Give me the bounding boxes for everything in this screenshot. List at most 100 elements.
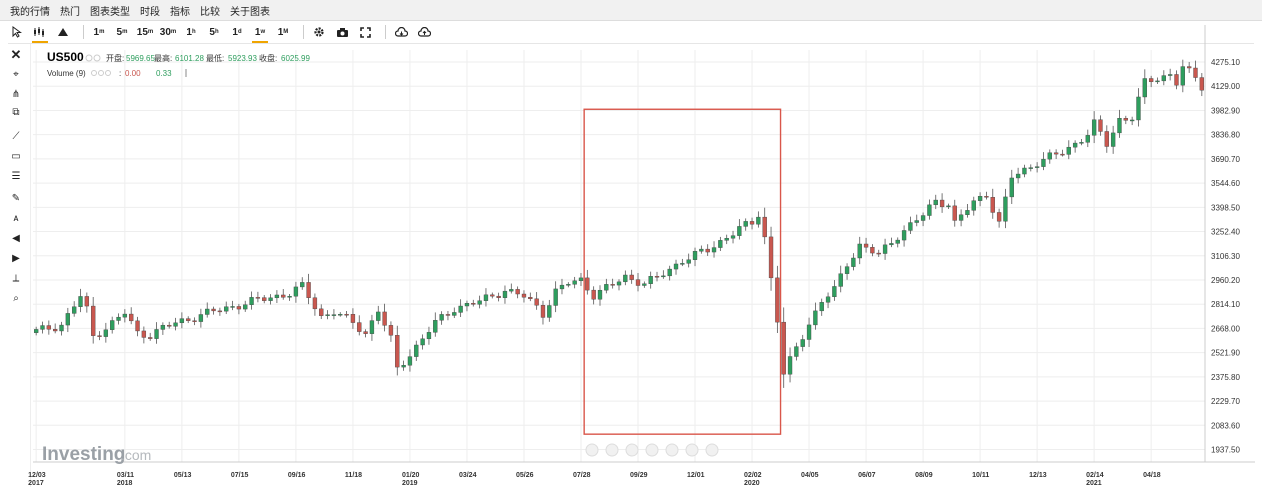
x-tick-year: 2020 — [744, 480, 760, 487]
candle-down — [984, 196, 989, 198]
zoom-icon[interactable]: ⌕ — [13, 293, 19, 304]
menu-about-chart[interactable]: 关于图表 — [230, 6, 270, 18]
area-type-icon[interactable] — [54, 23, 72, 41]
y-tick-label: 2375.80 — [1211, 373, 1240, 382]
candle-up — [958, 214, 964, 221]
candle-down — [1098, 119, 1103, 132]
menu-popular[interactable]: 热门 — [60, 6, 80, 18]
fullscreen-icon[interactable] — [356, 23, 374, 41]
candle-down — [876, 252, 881, 255]
x-tick-year: 2018 — [117, 480, 133, 487]
settings-gear-icon[interactable] — [310, 23, 328, 41]
y-tick-label: 4129.00 — [1211, 82, 1240, 91]
rectangle-tool-icon[interactable]: ▭ — [11, 151, 21, 162]
candle-up — [116, 316, 121, 321]
candle-up — [933, 199, 938, 206]
interval-30m[interactable]: 30 m — [159, 26, 177, 38]
volume-label: Volume (9) — [47, 69, 86, 78]
magnet-icon[interactable]: ⋔ — [11, 89, 21, 100]
candle-up — [800, 339, 805, 347]
candle-down — [135, 320, 140, 332]
candle-down — [1053, 152, 1059, 155]
candle-up — [920, 215, 926, 221]
candle-down — [775, 277, 780, 323]
volume-settings-icon — [98, 70, 104, 76]
candle-down — [91, 305, 96, 336]
candle-up — [572, 280, 577, 285]
candle-up — [1066, 146, 1071, 155]
candle-up — [743, 221, 748, 227]
trend-line-icon[interactable]: ⟋ — [12, 131, 20, 142]
candle-up — [1110, 132, 1116, 147]
y-tick-label: 3106.30 — [1211, 252, 1240, 261]
menu-timeframe[interactable]: 时段 — [140, 6, 160, 18]
measure-icon[interactable]: ⟂ — [12, 273, 20, 284]
candle-down — [350, 314, 356, 323]
candle-down — [705, 248, 710, 253]
candle-up — [325, 314, 330, 316]
text-tool-icon[interactable]: ᴀ — [13, 213, 19, 224]
camera-icon[interactable] — [333, 23, 351, 41]
candle-down — [97, 335, 102, 337]
candle-down — [167, 324, 172, 327]
candle-up — [977, 196, 983, 201]
arrow-right-icon[interactable]: ▶ — [12, 253, 20, 264]
candle-down — [749, 221, 755, 225]
x-tick-label: 12/13 — [1029, 472, 1047, 479]
candle-up — [597, 289, 603, 300]
crosshair-icon[interactable]: ⌖ — [13, 69, 19, 80]
candle-up — [787, 356, 793, 375]
candle-down — [591, 289, 596, 300]
candle-up — [648, 276, 653, 284]
candle-down — [46, 325, 52, 330]
candle-down — [610, 284, 615, 286]
menu-compare[interactable]: 比较 — [200, 6, 220, 18]
highlight-rectangle[interactable] — [583, 108, 782, 435]
menu-indicators[interactable]: 指标 — [170, 6, 190, 18]
candle-up — [1085, 135, 1090, 143]
candle-up — [692, 251, 698, 260]
cloud-upload-icon[interactable] — [415, 23, 433, 41]
y-tick-label: 2814.10 — [1211, 300, 1240, 309]
interval-15m[interactable]: 15 m — [136, 26, 154, 38]
candle-down — [445, 314, 451, 316]
volume-close-icon — [105, 70, 111, 76]
chart-grid — [33, 50, 1205, 462]
y-tick-label: 3690.70 — [1211, 155, 1240, 164]
svg-text::: : — [119, 69, 121, 78]
candle-up — [160, 324, 166, 330]
candle-up — [78, 296, 83, 307]
candle-up — [559, 284, 565, 290]
cursor-icon[interactable] — [8, 23, 26, 41]
candle-down — [186, 318, 191, 321]
candle-up — [946, 205, 951, 208]
menu-my-quotes[interactable]: 我的行情 — [10, 6, 50, 18]
arrow-left-icon[interactable]: ◀ — [12, 233, 20, 244]
low-label: 最低: — [206, 53, 224, 63]
cloud-download-icon[interactable] — [392, 23, 410, 41]
candle-up — [642, 283, 647, 286]
candle-down — [471, 303, 476, 305]
y-tick-label: 3252.40 — [1211, 228, 1240, 237]
y-tick-label: 3398.50 — [1211, 203, 1240, 212]
visibility-icon — [85, 54, 93, 62]
chart-nav-dots[interactable] — [585, 443, 719, 457]
close-icon[interactable]: ✕ — [10, 47, 22, 62]
candle-up — [547, 305, 552, 318]
candlestick-type-icon[interactable] — [31, 23, 49, 43]
x-tick-label: 12/01 — [687, 472, 705, 479]
copy-icon[interactable]: ⧉ — [12, 107, 20, 118]
candle-down — [1123, 118, 1128, 121]
horizontal-lines-icon[interactable]: ☰ — [11, 171, 21, 182]
menu-chart-type[interactable]: 图表类型 — [90, 6, 130, 18]
volume-visibility-icon — [91, 70, 97, 76]
brush-icon[interactable]: ✎ — [11, 193, 21, 204]
